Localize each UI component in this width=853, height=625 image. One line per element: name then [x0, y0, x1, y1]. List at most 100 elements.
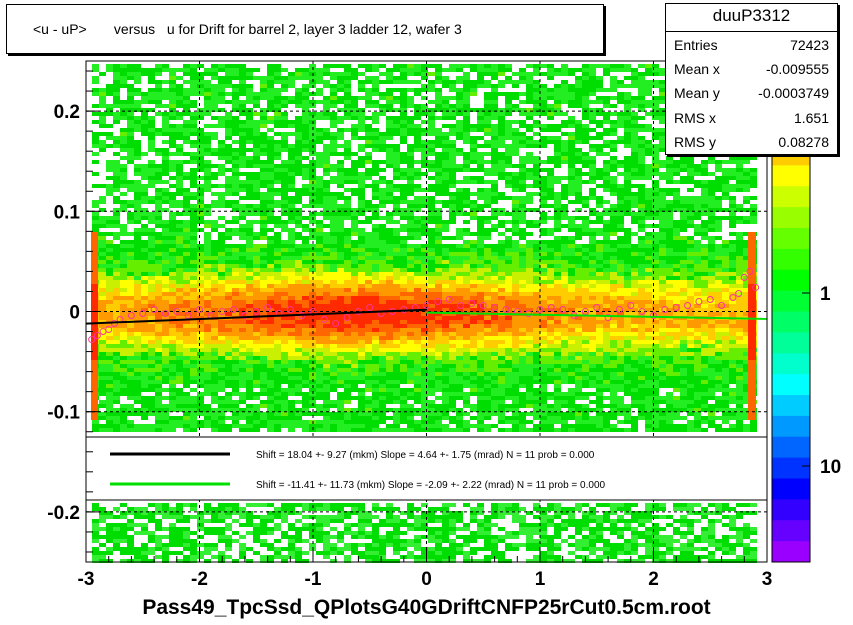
colorbar-cell [772, 207, 810, 229]
edge-strip-right [748, 260, 756, 264]
profile-point [547, 303, 555, 311]
edge-strip-left [91, 416, 98, 420]
profile-point [502, 305, 510, 313]
edge-strip-left [91, 288, 98, 292]
edge-strip-left [91, 316, 98, 320]
profile-point [718, 301, 726, 309]
profile-point [252, 308, 260, 315]
stats-title: duuP3312 [712, 6, 791, 25]
edge-strip-left [91, 248, 98, 252]
edge-strip-left [91, 344, 98, 348]
profile-point [491, 303, 499, 311]
edge-strip-left [91, 412, 98, 416]
profile-point [536, 305, 544, 313]
edge-strip-right [748, 348, 756, 352]
colorbar-cell [772, 541, 810, 563]
edge-strip-left [91, 300, 98, 304]
y-tick-label: -0.2 [47, 503, 80, 524]
edge-strip-left [91, 308, 98, 312]
edge-strip-right [748, 288, 756, 292]
legend-entry: Shift = 18.04 +- 9.27 (mkm) Slope = 4.64… [256, 450, 595, 461]
edge-strip-left [91, 312, 98, 316]
colorbar-cell [772, 269, 810, 292]
profile-point [127, 312, 135, 320]
profile-point [173, 308, 181, 315]
profile-point [735, 289, 743, 297]
profile-point [241, 312, 249, 320]
profile-point [752, 283, 760, 291]
profile-point [105, 326, 113, 334]
edge-strip-left [91, 392, 98, 396]
edge-strip-left [91, 348, 98, 352]
colorbar-cell [772, 311, 810, 333]
edge-strip-right [748, 364, 756, 368]
stats-value: 0.08278 [778, 134, 829, 150]
profile-point [445, 295, 453, 303]
edge-strip-left [91, 324, 98, 328]
fit-line [85, 308, 427, 325]
edge-strip-right [748, 380, 756, 384]
colorbar-cell [772, 248, 810, 271]
profile-point [88, 336, 96, 344]
edge-strip-right [748, 308, 756, 312]
stats-row-mean-x: Mean x -0.009555 [674, 61, 829, 81]
edge-strip-right [748, 244, 756, 248]
edge-strip-left [91, 376, 98, 380]
stats-value: 72423 [790, 37, 829, 53]
edge-strip-left [91, 244, 98, 248]
colorbar-cell [772, 228, 810, 250]
profile-point [343, 314, 351, 322]
x-axis-label: Pass49_TpcSsd_QPlotsG40GDriftCNFP25rCut0… [142, 596, 711, 619]
edge-strip-left [91, 388, 98, 392]
heatmap-cells [92, 64, 757, 563]
edge-strip-right [748, 340, 756, 344]
edge-strip-left [91, 264, 98, 268]
colorbar-cell [772, 499, 810, 521]
stats-value: 1.651 [793, 110, 829, 126]
colorbar-cell [772, 374, 810, 396]
edge-strip-right [748, 256, 756, 260]
colorbar-cell [772, 436, 810, 459]
edge-strip-left [91, 284, 98, 288]
y-tick-label: 0 [69, 303, 80, 324]
profile-point [332, 320, 340, 328]
edge-strip-right [748, 352, 756, 356]
edge-strip-left [91, 328, 98, 332]
colorbar-cell [772, 415, 810, 438]
profile-point [729, 293, 737, 301]
edge-strip-left [91, 276, 98, 280]
edge-strip-right [748, 284, 756, 288]
edge-strip-right [748, 336, 756, 340]
edge-strip-right [748, 252, 756, 256]
edge-strip-right [748, 280, 756, 284]
edge-strip-right [748, 376, 756, 380]
profile-point [320, 316, 328, 324]
profile-point [286, 305, 294, 313]
title-box: <u - uP> versus u for Drift for barrel 2… [6, 4, 604, 54]
profile-point [581, 308, 589, 315]
y-tick-label: 0.2 [54, 102, 80, 123]
edge-strip-left [91, 320, 98, 324]
colorbar-cell [772, 353, 810, 375]
edge-strip-left [91, 236, 98, 240]
profile-point [740, 273, 748, 281]
edge-strip-right [748, 320, 756, 324]
profile-point [684, 301, 692, 309]
edge-strip-right [748, 268, 756, 272]
profile-point [161, 310, 169, 318]
edge-strip-left [91, 356, 98, 360]
stats-key: RMS y [674, 134, 716, 150]
profile-point [661, 305, 669, 313]
edge-strip-right [748, 312, 756, 316]
edge-strip-left [91, 252, 98, 256]
colorbar-cell [772, 332, 810, 354]
stats-box: duuP3312 Entries 72423 Mean x -0.009555 … [665, 3, 838, 155]
edge-strip-left [91, 372, 98, 376]
edge-strip-right [748, 392, 756, 396]
y-tick-label: 0.1 [54, 202, 81, 223]
edge-strip-left [91, 400, 98, 404]
edge-strip-left [91, 240, 98, 244]
edge-strip-left [91, 396, 98, 400]
edge-strip-right [748, 276, 756, 280]
edge-strip-right [748, 324, 756, 328]
